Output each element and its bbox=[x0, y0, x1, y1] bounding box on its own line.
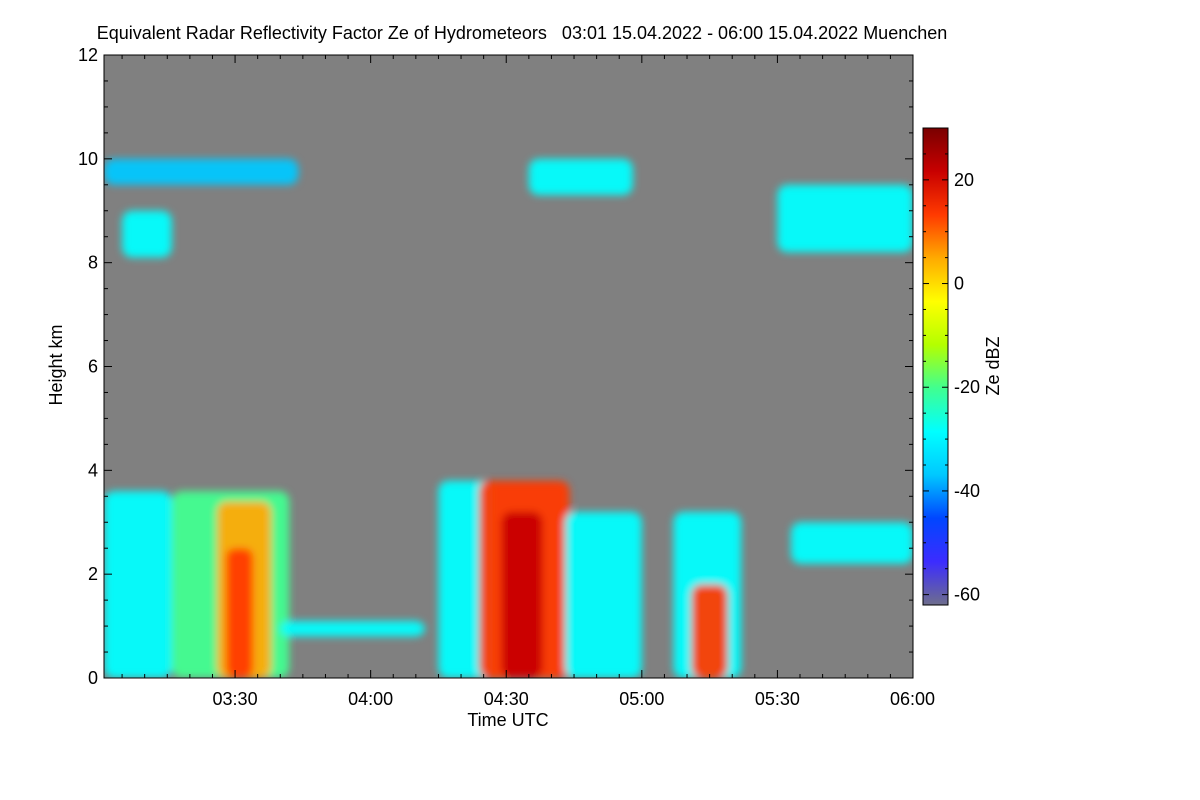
echo-region-cirrus-left bbox=[104, 158, 299, 185]
echo-region-cirrus-0305 bbox=[122, 210, 172, 258]
y-axis: 0 2 4 6 8 10 12 bbox=[78, 45, 913, 688]
chart-title: Equivalent Radar Reflectivity Factor Ze … bbox=[97, 23, 948, 43]
colorbar-tick-label: -40 bbox=[954, 481, 980, 501]
y-tick-label: 8 bbox=[88, 253, 98, 273]
y-tick-label: 2 bbox=[88, 564, 98, 584]
x-axis-label: Time UTC bbox=[467, 710, 548, 730]
colorbar bbox=[922, 127, 949, 606]
x-tick-label: 04:00 bbox=[348, 689, 393, 709]
echo-region-low-layer-0340 bbox=[280, 620, 425, 637]
colorbar-tick-label: 20 bbox=[954, 170, 974, 190]
y-tick-label: 6 bbox=[88, 357, 98, 377]
echo-region-cell-0540 bbox=[790, 522, 913, 564]
y-tick-label: 10 bbox=[78, 149, 98, 169]
echo-region-cirrus-0540 bbox=[777, 184, 913, 253]
echo-layer bbox=[104, 158, 913, 678]
echo-region-low-cloud-0301 bbox=[104, 491, 172, 678]
y-axis-label: Height km bbox=[46, 324, 66, 405]
x-tick-label: 03:30 bbox=[213, 689, 258, 709]
colorbar-axis: 20 0 -20 -40 -60 bbox=[923, 127, 980, 605]
y-tick-label: 0 bbox=[88, 668, 98, 688]
colorbar-tick-label: 0 bbox=[954, 274, 964, 294]
y-tick-label: 4 bbox=[88, 460, 98, 480]
echo-region-cirrus-0430 bbox=[528, 158, 633, 196]
colorbar-label: Ze dBZ bbox=[983, 336, 1003, 395]
echo-region-max-0430 bbox=[501, 511, 543, 678]
colorbar-tick-label: -20 bbox=[954, 377, 980, 397]
y-tick-label: 12 bbox=[78, 45, 98, 65]
colorbar-tick-label: -60 bbox=[954, 585, 980, 605]
x-tick-label: 05:00 bbox=[619, 689, 664, 709]
echo-region-trail-0440 bbox=[564, 511, 642, 678]
x-tick-label: 04:30 bbox=[484, 689, 529, 709]
x-tick-label: 06:00 bbox=[890, 689, 935, 709]
echo-region-bright-0322 bbox=[226, 548, 254, 678]
x-axis: 03:30 04:00 04:30 05:00 05:30 06:00 bbox=[121, 55, 935, 709]
echo-region-core-0515 bbox=[691, 584, 728, 678]
x-tick-label: 05:30 bbox=[755, 689, 800, 709]
